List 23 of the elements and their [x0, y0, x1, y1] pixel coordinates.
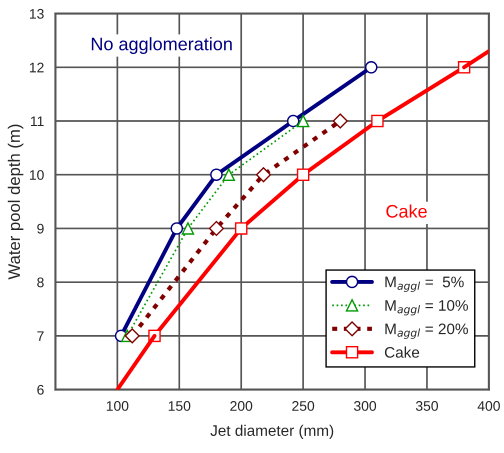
- y-tick-label: 11: [30, 116, 44, 126]
- y-tick-label: 13: [30, 8, 44, 19]
- y-tick-label: 8: [37, 277, 44, 288]
- y-tick-label: 6: [37, 384, 44, 395]
- y-axis-title: Water pool depth (m): [8, 124, 24, 280]
- legend-label: M$_{aggl}$ = 20%: [385, 323, 468, 339]
- annotation: Cake: [386, 204, 427, 218]
- x-tick-label: 100: [106, 401, 128, 411]
- x-tick-label: 400: [478, 401, 500, 411]
- x-tick-label: 200: [230, 401, 252, 411]
- legend-label: M$_{aggl}$ = 10%: [385, 300, 468, 316]
- y-tick-label: 10: [30, 170, 44, 180]
- legend-label: M$_{aggl}$ = 5%: [385, 276, 464, 292]
- y-tick-label: 12: [30, 62, 44, 72]
- x-tick-label: 300: [354, 401, 376, 411]
- x-tick-label: 250: [292, 401, 314, 411]
- x-tick-label: 350: [416, 401, 438, 411]
- legend-label: Cake: [384, 346, 420, 358]
- y-tick-label: 9: [37, 224, 44, 234]
- x-axis-title: Jet diameter (mm): [210, 424, 334, 439]
- x-tick-label: 150: [168, 401, 190, 411]
- y-tick-label: 7: [37, 331, 44, 341]
- annotation: No agglomeration: [92, 37, 232, 54]
